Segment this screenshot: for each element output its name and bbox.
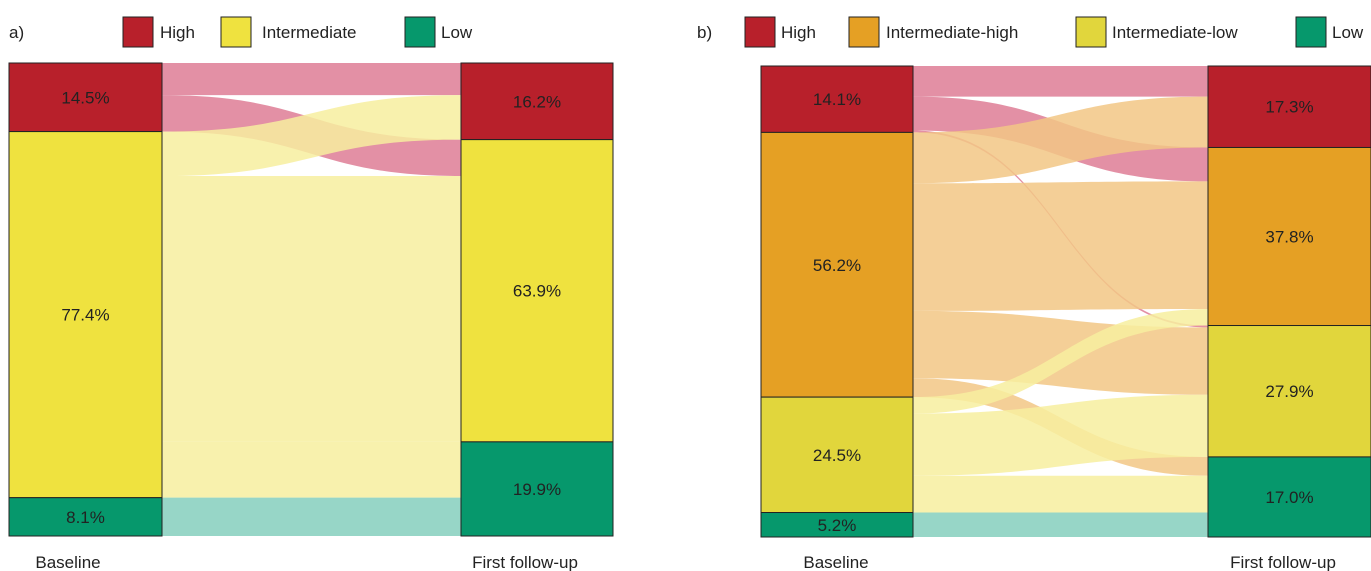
panel-a: a) High Intermediate Low 14.5% 77.4% 8.1% 16.2%… [8, 16, 614, 571]
stage-label-first-follow-up: First follow-up [472, 553, 578, 571]
panel-label: b) [697, 23, 712, 42]
follow-up-node-high [460, 62, 614, 141]
legend-label-intermediate-high: Intermediate-high [886, 23, 1018, 42]
baseline-value-label-low: 5.2% [818, 516, 857, 535]
follow-up-value-label-high: 16.2% [513, 92, 561, 111]
baseline-value-label-high: 14.1% [813, 90, 861, 109]
flow-high-to-high [162, 63, 461, 96]
flow-low-to-low [913, 512, 1208, 537]
legend-swatch-intermediate [220, 16, 252, 48]
follow-up-value-label-low: 17.0% [1265, 488, 1313, 507]
baseline-node-intermediate-high [760, 131, 914, 398]
stage-label-baseline: Baseline [35, 553, 100, 571]
baseline-node-intermediate-low [760, 396, 914, 514]
follow-up-node-low [460, 441, 614, 537]
follow-up-value-label-intermediate-low: 27.9% [1265, 382, 1313, 401]
baseline-value-label-high: 14.5% [61, 88, 109, 107]
legend-label-high: High [781, 23, 816, 42]
flow-intermediate-high-to-intermediate-high [913, 181, 1208, 311]
legend-label-low: Low [1332, 23, 1364, 42]
baseline-node-low [760, 512, 914, 538]
follow-up-value-label-intermediate-high: 37.8% [1265, 228, 1313, 247]
follow-up-value-label-intermediate: 63.9% [513, 282, 561, 301]
follow-up-value-label-high: 17.3% [1265, 98, 1313, 117]
legend-swatch-intermediate-low [1075, 16, 1107, 48]
flow-intermediate-to-intermediate [162, 176, 461, 442]
follow-up-value-label-low: 19.9% [513, 480, 561, 499]
baseline-node-intermediate [8, 131, 163, 499]
flow-intermediate-to-high [162, 95, 461, 177]
legend-label-high: High [160, 23, 195, 42]
flow-intermediate-high-to-high [913, 96, 1208, 184]
baseline-node-high [8, 62, 163, 133]
flow-intermediate-low-to-intermediate-high [913, 309, 1208, 414]
baseline-node-high [760, 65, 914, 133]
legend-label-intermediate-low: Intermediate-low [1112, 23, 1238, 42]
baseline-node-low [8, 497, 163, 537]
baseline-value-label-intermediate-low: 24.5% [813, 446, 861, 465]
flow-high-to-high [913, 66, 1208, 97]
baseline-value-label-intermediate: 77.4% [61, 306, 109, 325]
legend-label-intermediate: Intermediate [262, 23, 357, 42]
flow-low-to-low [162, 497, 461, 536]
follow-up-node-low [1207, 456, 1371, 538]
flows [162, 63, 461, 536]
panel-b: b) High Intermediate-high Intermediate-low L… [697, 16, 1371, 571]
follow-up-node-intermediate [460, 139, 614, 443]
follow-up-node-intermediate-low [1207, 325, 1371, 458]
panel-label: a) [9, 23, 24, 42]
flows [913, 66, 1208, 537]
legend-swatch-high [122, 16, 154, 48]
flow-intermediate-to-low [162, 441, 461, 498]
legend-swatch-intermediate-high [848, 16, 880, 48]
flow-intermediate-low-to-low [913, 475, 1208, 513]
legend-label-low: Low [441, 23, 473, 42]
baseline-value-label-low: 8.1% [66, 508, 105, 527]
flow-intermediate-low-to-intermediate-low [913, 394, 1208, 476]
legend-swatch-low [404, 16, 436, 48]
stage-label-first-follow-up: First follow-up [1230, 553, 1336, 571]
baseline-value-label-intermediate-high: 56.2% [813, 256, 861, 275]
legend-swatch-low [1295, 16, 1327, 48]
stage-label-baseline: Baseline [803, 553, 868, 571]
legend-swatch-high [744, 16, 776, 48]
